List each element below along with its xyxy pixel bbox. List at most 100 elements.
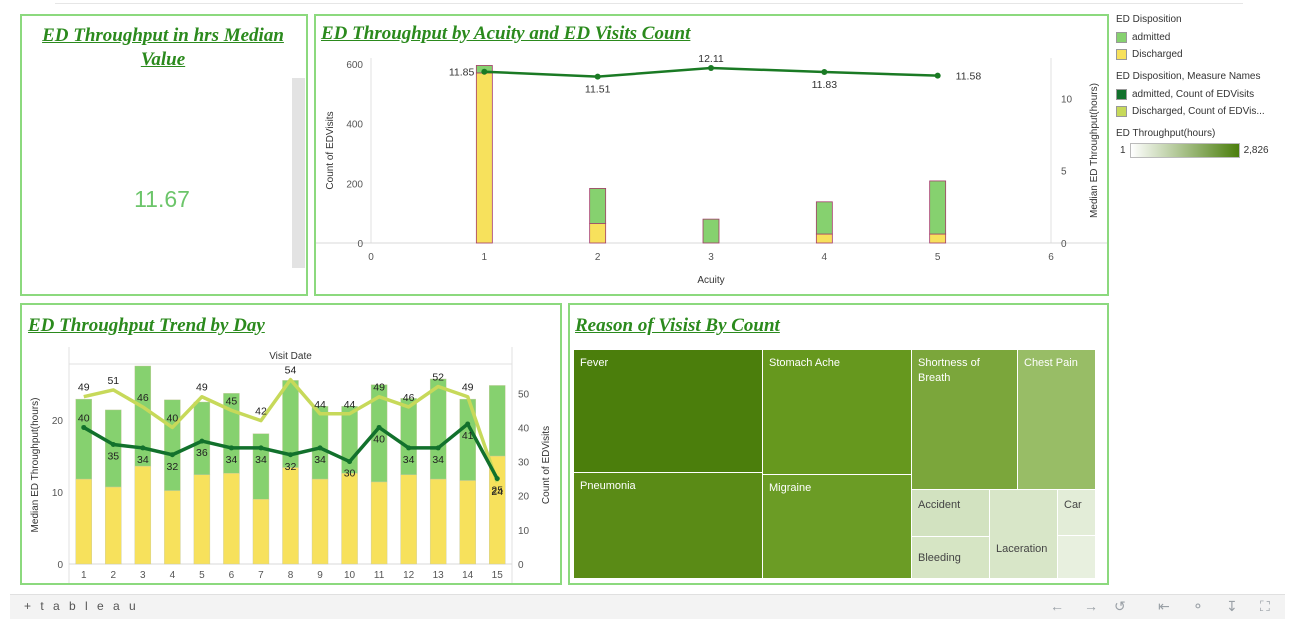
throughput-data-label: 11.85 <box>449 67 475 79</box>
bar-admitted-4 <box>815 201 833 235</box>
bar-admitted-day-5 <box>193 401 211 475</box>
treemap-cell-accident[interactable]: Accident <box>912 490 990 537</box>
admitted-count-label: 34 <box>255 454 267 466</box>
legend-item-admitted[interactable]: admitted <box>1116 29 1308 46</box>
y2-tick-label: 20 <box>518 492 530 503</box>
discharged-count-label: 40 <box>167 412 179 424</box>
y-tick-label: 20 <box>52 416 64 427</box>
revert-icon[interactable]: ↺ <box>1114 598 1126 614</box>
treemap-cell-migraine[interactable]: Migraine <box>763 475 912 579</box>
share-icon[interactable]: ⚬ <box>1192 598 1204 614</box>
kpi-title: ED Throughput in hrs Median Value <box>42 25 284 70</box>
download-icon[interactable]: ↧ <box>1226 598 1238 614</box>
y2-tick-label: 40 <box>518 423 530 434</box>
bar-discharged-day-6 <box>223 473 240 565</box>
throughput-data-label: 11.83 <box>812 79 838 91</box>
legend-swatch <box>1116 89 1127 100</box>
treemap-cell-label: Migraine <box>769 482 812 494</box>
discharged-count-label: 46 <box>403 392 415 404</box>
bar-discharged-day-11 <box>370 481 388 565</box>
admitted-count-label: 32 <box>285 461 297 473</box>
legend: ED Disposition admitted Discharged ED Di… <box>1116 14 1308 158</box>
admitted-count-point <box>110 442 116 448</box>
legend-swatch <box>1116 49 1127 60</box>
first-page-icon[interactable]: ⇤ <box>1158 598 1170 614</box>
admitted-count-point <box>81 424 87 430</box>
admitted-count-label: 40 <box>373 433 385 445</box>
y-tick-label: 600 <box>346 60 363 71</box>
legend-item-discharged-count[interactable]: Discharged, Count of EDVis... <box>1116 103 1308 120</box>
legend-label: admitted <box>1132 32 1171 43</box>
y2-tick-label: 30 <box>518 458 530 469</box>
discharged-count-label: 46 <box>137 392 149 404</box>
admitted-count-label: 32 <box>167 461 179 473</box>
admitted-count-point <box>494 476 500 482</box>
bar-discharged-day-14 <box>459 480 476 565</box>
y2-tick-label: 10 <box>1061 94 1073 105</box>
y-tick-label: 0 <box>57 560 63 571</box>
bar-admitted-day-12 <box>400 398 417 475</box>
bar-discharged-day-3 <box>134 465 152 565</box>
treemap-cell-stomach-ache[interactable]: Stomach Ache <box>763 350 912 475</box>
y-axis-label: Count of EDVisits <box>325 111 336 189</box>
x-tick-label: 14 <box>462 570 474 581</box>
bar-admitted-3 <box>702 218 720 244</box>
discharged-count-label: 45 <box>226 395 238 407</box>
treemap-cell-label: Bleeding <box>918 552 961 564</box>
fullscreen-icon[interactable]: ⛶ <box>1260 598 1270 614</box>
bar-discharged-day-8 <box>282 467 299 565</box>
treemap-cell-laceration[interactable]: Laceration <box>990 490 1058 579</box>
treemap-cell-label: Accident <box>918 499 961 511</box>
discharged-count-label: 49 <box>78 382 90 394</box>
bar-discharged-day-5 <box>193 474 211 565</box>
legend-item-admitted-count[interactable]: admitted, Count of EDVisits <box>1116 86 1308 103</box>
bar-admitted-day-9 <box>311 406 329 480</box>
legend-swatch <box>1116 106 1127 117</box>
x-tick-label: 4 <box>170 570 176 581</box>
admitted-count-point <box>435 445 441 451</box>
x-tick-label: 11 <box>374 570 385 581</box>
treemap-cell-pneumonia[interactable]: Pneumonia <box>574 473 763 579</box>
bar-discharged-day-7 <box>252 498 270 565</box>
throughput-data-label: 12.11 <box>698 53 724 65</box>
x-tick-label: 2 <box>111 570 117 581</box>
treemap-cell-label: Car <box>1064 499 1082 511</box>
kpi-panel: ED Throughput in hrs Median Value 11.67 <box>20 14 308 296</box>
treemap-cell-other[interactable] <box>1058 536 1096 579</box>
forward-arrow-icon[interactable]: → <box>1084 598 1098 614</box>
bar-discharged-day-13 <box>429 478 447 565</box>
y-tick-label: 10 <box>52 488 64 499</box>
treemap-cell-bleeding[interactable]: Bleeding <box>912 537 990 579</box>
y2-tick-label: 0 <box>1061 239 1067 250</box>
back-arrow-icon[interactable]: ← <box>1050 598 1064 614</box>
tableau-logo[interactable]: + t a b l e a u <box>24 599 139 613</box>
admitted-count-label: 34 <box>403 454 415 466</box>
bar-discharged-day-2 <box>105 486 122 565</box>
discharged-count-label: 52 <box>432 371 444 383</box>
treemap-cell-car[interactable]: Car <box>1058 490 1096 536</box>
treemap-cell-shortness-of-breath[interactable]: Shortness of Breath <box>912 350 1018 490</box>
treemap-cell-fever[interactable]: Fever <box>574 350 763 473</box>
bar-discharged-day-12 <box>400 474 417 565</box>
x-tick-label: 1 <box>482 252 488 263</box>
bar-admitted-day-15 <box>489 385 506 457</box>
x-tick-label: 2 <box>595 252 601 263</box>
throughput-point <box>481 68 488 75</box>
y2-tick-label: 50 <box>518 389 530 400</box>
admitted-count-label: 41 <box>462 430 474 442</box>
legend-swatch <box>1116 32 1127 43</box>
admitted-count-label: 34 <box>226 454 238 466</box>
admitted-count-point <box>140 445 146 451</box>
treemap-cell-chest-pain[interactable]: Chest Pain <box>1018 350 1096 490</box>
legend-item-discharged[interactable]: Discharged <box>1116 46 1308 63</box>
throughput-data-label: 11.51 <box>585 84 611 96</box>
admitted-count-point <box>199 438 205 444</box>
reason-treemap-title: Reason of Visist By Count <box>575 315 780 336</box>
kpi-scrollbar[interactable] <box>292 78 305 268</box>
x-tick-label: 5 <box>935 252 941 263</box>
admitted-count-label: 36 <box>196 447 208 459</box>
legend-disposition-title: ED Disposition <box>1116 14 1182 25</box>
bar-admitted-day-3 <box>134 365 152 467</box>
y-tick-label: 200 <box>346 179 363 190</box>
discharged-count-label: 54 <box>285 365 297 377</box>
